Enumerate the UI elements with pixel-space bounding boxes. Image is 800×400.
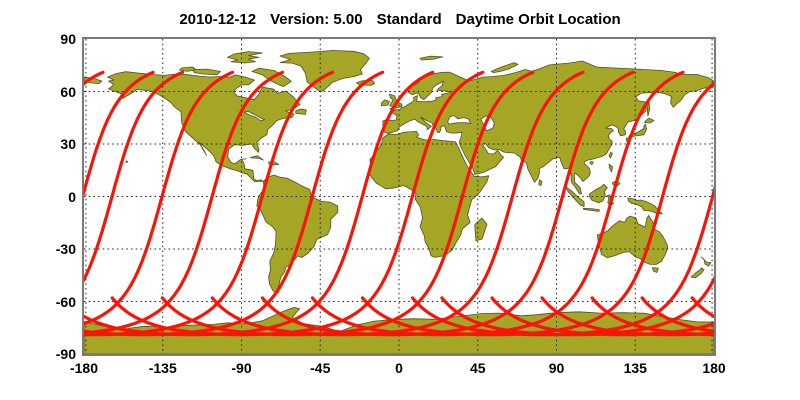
orbit-ground-track — [490, 296, 714, 337]
orbit-ground-track — [84, 70, 335, 337]
orbit-ground-track — [84, 70, 385, 337]
landmass-tasmania — [652, 267, 659, 273]
title-date: 2010-12-12 — [179, 11, 257, 28]
landmass-greenland — [279, 50, 370, 93]
y-tick-label-60: 60 — [60, 83, 76, 100]
landmass-newfoundland — [295, 108, 307, 115]
landmass-hawaii — [125, 160, 129, 163]
plot-title: 2010-12-12 Version: 5.00 Standard Daytime O… — [0, 11, 800, 28]
landmass-cuba — [249, 155, 264, 161]
y-tick-label-30: 30 — [60, 136, 76, 152]
landmass-sri-lanka — [538, 179, 543, 187]
landmass-south-america — [256, 174, 339, 293]
water-great-lakes — [243, 111, 266, 122]
landmass-novaya-zemlya — [490, 62, 519, 73]
orbit-ground-track — [84, 70, 235, 326]
y-tick-label-0: 0 — [68, 188, 76, 205]
landmass-java — [582, 207, 600, 212]
y-tick-label--30: -30 — [55, 241, 76, 257]
landmass-australia — [596, 214, 669, 265]
y-tick-label--60: -60 — [55, 293, 76, 310]
orbit-ground-track — [84, 70, 285, 335]
orbit-ground-track — [410, 185, 714, 337]
x-tick-label-180: 180 — [702, 360, 726, 376]
x-tick-label--90: -90 — [231, 360, 252, 376]
orbit-ground-track — [590, 296, 714, 337]
world-map-with-orbit-tracks — [84, 39, 714, 354]
water-black-sea — [447, 115, 472, 125]
landmass-nz-south — [690, 267, 705, 279]
orbit-ground-track — [640, 296, 714, 333]
landmass-svalbard — [419, 55, 444, 61]
orbit-ground-track — [540, 296, 714, 337]
x-tick-label-90: 90 — [548, 360, 565, 376]
orbit-ground-track — [84, 70, 105, 86]
orbit-ground-track — [84, 70, 185, 283]
orbit-ground-track — [84, 70, 155, 198]
landmass-ireland — [381, 99, 390, 107]
title-subject: Daytime Orbit Location — [455, 11, 621, 28]
x-tick-label-135: 135 — [623, 360, 647, 376]
landmass-taiwan — [608, 151, 613, 159]
y-tick-label-90: 90 — [60, 31, 76, 47]
landmass-ellesmere — [227, 51, 263, 64]
title-product: Standard — [376, 11, 442, 28]
landmass-nz-north — [701, 256, 712, 267]
landmass-north-america — [107, 71, 301, 183]
landmass-hokkaido — [644, 117, 655, 124]
x-tick-label--135: -135 — [148, 360, 177, 376]
x-tick-label-45: 45 — [469, 360, 486, 376]
landmass-madagascar — [474, 217, 488, 242]
title-version: Version: 5.00 — [270, 11, 363, 28]
landmass-banks-island — [179, 66, 197, 72]
landmass-africa — [368, 131, 490, 258]
plot-area — [82, 37, 716, 356]
x-tick-label--180: -180 — [69, 360, 99, 376]
x-tick-label-0: 0 — [395, 360, 403, 376]
x-tick-label--45: -45 — [310, 360, 331, 376]
landmass-sumatra — [565, 186, 585, 208]
landmass-eurasia — [382, 60, 714, 195]
landmass-luzon — [608, 163, 613, 173]
landmass-victoria-island — [192, 68, 221, 76]
orbit-ground-track — [690, 296, 714, 319]
landmass-borneo — [588, 183, 608, 204]
landmass-hainan — [589, 161, 594, 165]
y-tick-label--90: -90 — [55, 346, 76, 362]
